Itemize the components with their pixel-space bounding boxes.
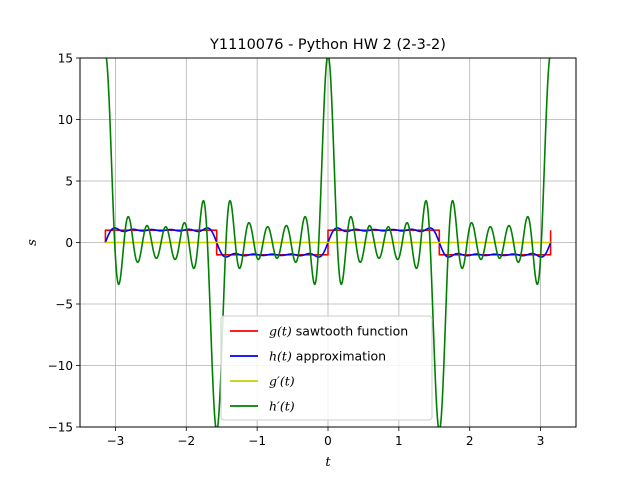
y-tick-label: 10 — [58, 113, 73, 127]
x-tick-label: 0 — [324, 434, 332, 448]
legend-entry: g(t) sawtooth function — [269, 324, 408, 339]
x-axis-ticks: −3 −2 −1 0 1 2 3 — [107, 427, 545, 448]
legend-entry: g′(t) — [269, 374, 295, 389]
y-tick-label: −15 — [48, 421, 73, 435]
series-line-3 — [105, 58, 551, 427]
plot-series — [104, 58, 552, 427]
x-axis-label: t — [325, 455, 331, 470]
x-tick-label: −2 — [177, 434, 195, 448]
legend: g(t) sawtooth function h(t) approximation… — [220, 315, 433, 421]
legend-box — [220, 315, 433, 421]
y-axis-label: s — [25, 239, 40, 246]
y-axis-ticks: −15 −10 −5 0 5 10 15 — [48, 52, 80, 435]
x-tick-label: −1 — [248, 434, 266, 448]
y-tick-label: −10 — [48, 359, 73, 373]
y-tick-label: −5 — [55, 298, 73, 312]
x-tick-label: −3 — [107, 434, 125, 448]
x-tick-label: 2 — [466, 434, 474, 448]
chart-title: Y1110076 - Python HW 2 (2-3-2) — [209, 37, 446, 53]
x-tick-label: 3 — [537, 434, 545, 448]
legend-entry: h(t) approximation — [269, 349, 386, 364]
legend-entry: h′(t) — [269, 399, 295, 414]
y-tick-label: 0 — [65, 236, 73, 250]
x-tick-label: 1 — [395, 434, 403, 448]
y-tick-label: 5 — [65, 175, 73, 189]
y-tick-label: 15 — [58, 52, 73, 66]
